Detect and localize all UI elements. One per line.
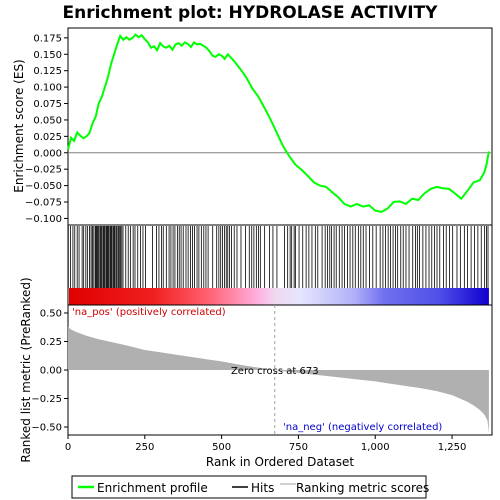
es-y-tick-label: −0.050 xyxy=(25,181,62,192)
legend-label-enrichment: Enrichment profile xyxy=(97,481,208,495)
hits-panel xyxy=(68,225,492,305)
x-tick-label: 1,250 xyxy=(438,442,467,453)
chart-title: Enrichment plot: HYDROLASE ACTIVITY xyxy=(63,3,439,23)
rank-color-bar xyxy=(69,288,489,305)
legend-label-metric: Ranking metric scores xyxy=(296,481,429,495)
metric-y-axis-label: Ranked list metric (PreRanked) xyxy=(19,277,33,462)
x-axis-label: Rank in Ordered Dataset xyxy=(206,455,354,469)
positive-correlation-label: 'na_pos' (positively correlated) xyxy=(72,307,226,318)
x-tick-label: 250 xyxy=(135,442,154,453)
es-y-tick-label: 0.000 xyxy=(33,148,62,159)
es-y-tick-label: 0.150 xyxy=(33,50,62,61)
es-y-tick-label: −0.025 xyxy=(25,165,62,176)
es-y-tick-label: −0.100 xyxy=(25,214,62,225)
es-y-axis-label: Enrichment score (ES) xyxy=(12,59,26,192)
metric-y-tick-label: 0.00 xyxy=(40,366,62,377)
es-y-tick-label: 0.050 xyxy=(33,115,62,126)
es-y-tick-label: 0.075 xyxy=(33,99,62,110)
x-tick-label: 750 xyxy=(289,442,308,453)
es-y-tick-label: −0.075 xyxy=(25,198,62,209)
es-y-tick-label: 0.175 xyxy=(33,33,62,44)
es-y-tick-label: 0.100 xyxy=(33,83,62,94)
es-y-tick-label: 0.125 xyxy=(33,66,62,77)
legend-label-hits: Hits xyxy=(251,481,274,495)
zero-cross-label: Zero cross at 673 xyxy=(231,366,319,377)
metric-y-tick-label: 0.50 xyxy=(40,308,62,319)
x-tick-label: 500 xyxy=(212,442,231,453)
legend: Enrichment profile Hits Ranking metric s… xyxy=(72,476,429,498)
x-tick-label: 0 xyxy=(65,442,71,453)
metric-y-tick-label: −0.25 xyxy=(31,394,62,405)
negative-correlation-label: 'na_neg' (negatively correlated) xyxy=(283,422,442,433)
es-y-tick-label: 0.025 xyxy=(33,132,62,143)
x-tick-label: 1,000 xyxy=(361,442,390,453)
metric-y-tick-label: 0.25 xyxy=(40,337,62,348)
metric-y-tick-label: −0.50 xyxy=(31,423,62,434)
